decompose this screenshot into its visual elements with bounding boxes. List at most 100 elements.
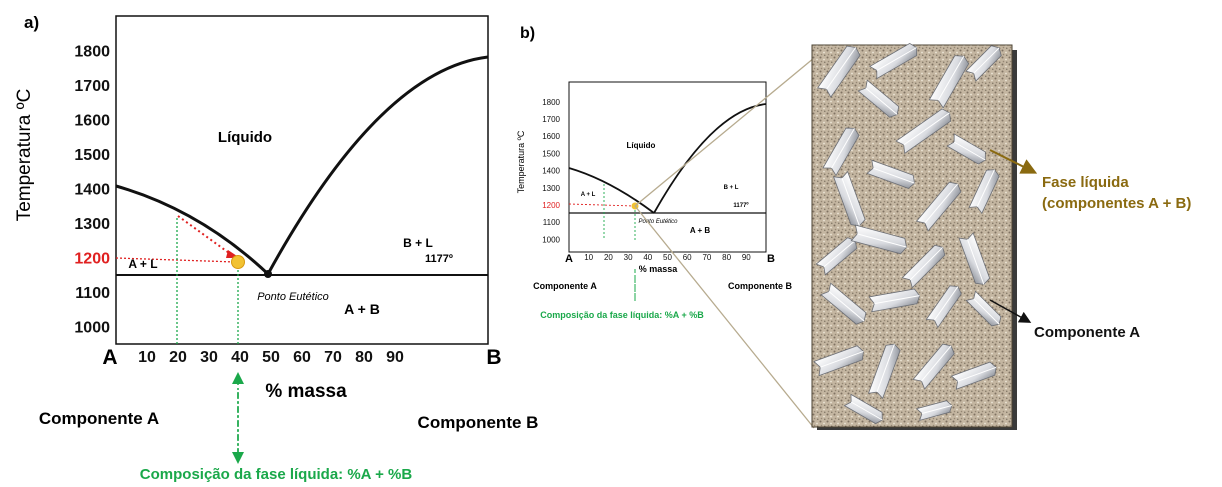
crystal-1 (816, 45, 861, 98)
crystal-11 (915, 181, 962, 232)
panel-a-label: a) (24, 13, 39, 32)
panel-b-y-tick-1400: 1400 (542, 167, 560, 176)
panel-a-x-tick-10: 10 (138, 349, 156, 366)
panel-a-component-b: Componente B (418, 413, 539, 432)
panel-a-plot-frame (115, 15, 489, 345)
panel-b-x-tick-10: 10 (584, 253, 593, 262)
panel-a-axis-end-b: B (486, 346, 501, 369)
panel-a-composition-point (231, 255, 245, 269)
crystal-5 (822, 127, 860, 177)
panel-a-liquidus-a (115, 184, 270, 276)
panel-b-liquidus-b (653, 103, 767, 214)
panel-a-component-a: Componente A (39, 409, 159, 428)
crystal-4 (965, 45, 1002, 82)
crystal-14 (850, 224, 907, 255)
panel-a-x-tick-70: 70 (324, 349, 342, 366)
panel-b-y-tick-1800: 1800 (542, 98, 560, 107)
crystal-26 (915, 400, 953, 421)
panel-b-region-b-l: B + L (724, 185, 739, 191)
microstructure: Fase líquida (componentes A + B) Compone… (811, 42, 1191, 430)
panel-a-y-tick-1300: 1300 (74, 216, 110, 233)
panel-b-x-tick-40: 40 (643, 253, 652, 262)
crystal-22 (867, 343, 901, 400)
panel-b-component-a: Componente A (533, 281, 597, 291)
crystal-13 (815, 237, 858, 276)
panel-a-liquidus-b (266, 55, 489, 275)
liquid-pointer (989, 149, 1038, 174)
panel-a-y-tick-1400: 1400 (74, 182, 110, 199)
panel-b-region-liquid: Líquido (627, 141, 656, 150)
liquid-phase-label-2: (componentes A + B) (1042, 195, 1191, 212)
crystal-2 (869, 42, 918, 80)
panel-a-region-liquid: Líquido (218, 129, 272, 146)
crystal-8 (946, 133, 986, 165)
panel-b-x-ticks: 10 20 30 40 50 60 70 80 90 (584, 253, 751, 262)
crystal-24 (950, 361, 997, 390)
panel-a-axis-end-a: A (102, 346, 117, 369)
panel-a-eutectic-temp: 1177º (425, 253, 453, 265)
panel-b-eutectic-label: Ponto Eutético (638, 219, 678, 225)
panel-b-y-tick-1500: 1500 (542, 149, 560, 158)
crystal-23 (912, 343, 955, 390)
crystal-12 (968, 169, 1000, 215)
panel-b-y-tick-1100: 1100 (543, 218, 561, 227)
crystal-group (813, 42, 1002, 425)
liquid-phase-label-1: Fase líquida (1042, 174, 1129, 191)
panel-a-tie-line (115, 257, 237, 263)
panel-b-x-tick-90: 90 (742, 253, 751, 262)
panel-b-y-tick-1300: 1300 (542, 184, 560, 193)
panel-b-ylabel: Temperatura ºC (516, 130, 526, 193)
panel-b-axis-end-a: A (565, 253, 573, 265)
panel-a-y-tick-1100: 1100 (75, 285, 110, 302)
panel-b-tie-line (568, 203, 635, 207)
panel-a-x-ticks: 10 20 30 40 50 60 70 80 90 (138, 349, 404, 366)
solid-pointer (989, 299, 1032, 323)
panel-b-x-tick-30: 30 (624, 253, 633, 262)
panel-b-xlabel: % massa (639, 264, 679, 274)
panel-b-x-tick-70: 70 (702, 253, 711, 262)
panel-a-ylabel: Temperatura ºC (14, 89, 35, 222)
panel-b-component-b: Componente B (728, 281, 792, 291)
crystal-25 (843, 393, 883, 425)
panel-b-y-tick-1600: 1600 (542, 132, 560, 141)
panel-b-x-tick-60: 60 (683, 253, 692, 262)
panel-a-eutectic-label: Ponto Eutético (257, 291, 329, 303)
panel-a-eutectic-point (264, 270, 272, 278)
panel-a-x-tick-30: 30 (200, 349, 218, 366)
crystal-18 (868, 288, 921, 313)
crystal-19 (925, 285, 962, 329)
panel-a-y-tick-1000: 1000 (74, 320, 110, 337)
crystal-10 (866, 159, 915, 189)
panel-a-liquidus-path (177, 215, 237, 259)
solid-phase-label: Componente A (1034, 324, 1140, 341)
panel-a-composition-label: Composição da fase líquida: %A + %B (140, 466, 413, 483)
zoom-line-bottom (634, 205, 815, 429)
crystal-9 (832, 170, 866, 227)
crystal-6 (857, 79, 900, 118)
panel-a: a) Temperatura ºC 1800 1700 1600 1500 1400 13… (14, 13, 538, 483)
panel-a-region-a-l: A + L (128, 257, 157, 271)
panel-b-axis-end-b: B (767, 253, 775, 265)
panel-b-region-a-b: A + B (690, 226, 711, 235)
panel-a-x-tick-60: 60 (293, 349, 311, 366)
panel-b-label: b) (520, 25, 535, 42)
panel-b-liquidus-a (568, 167, 655, 214)
panel-b-x-tick-80: 80 (722, 253, 731, 262)
crystal-16 (958, 232, 991, 285)
panel-b: b) Temperatura ºC 1800 1700 1600 1500 1400 13… (516, 25, 815, 429)
panel-a-xlabel: % massa (265, 381, 347, 402)
panel-a-y-tick-1200: 1200 (74, 251, 110, 268)
panel-a-region-b-l: B + L (403, 236, 433, 250)
panel-b-plot-frame (568, 81, 767, 253)
panel-a-x-tick-80: 80 (355, 349, 373, 366)
panel-a-x-tick-50: 50 (262, 349, 280, 366)
panel-a-y-ticks: 1800 1700 1600 1500 1400 1300 1200 1100 1000 (74, 44, 110, 337)
panel-b-y-ticks: 1800 1700 1600 1500 1400 1300 1200 1100 1000 (542, 98, 560, 245)
panel-b-y-tick-1000: 1000 (542, 235, 560, 244)
crystal-17 (820, 282, 867, 325)
crystal-21 (813, 345, 864, 377)
panel-b-x-tick-20: 20 (604, 253, 613, 262)
panel-b-eutectic-temp: 1177º (733, 203, 749, 209)
panel-b-region-a-l: A + L (581, 192, 596, 198)
